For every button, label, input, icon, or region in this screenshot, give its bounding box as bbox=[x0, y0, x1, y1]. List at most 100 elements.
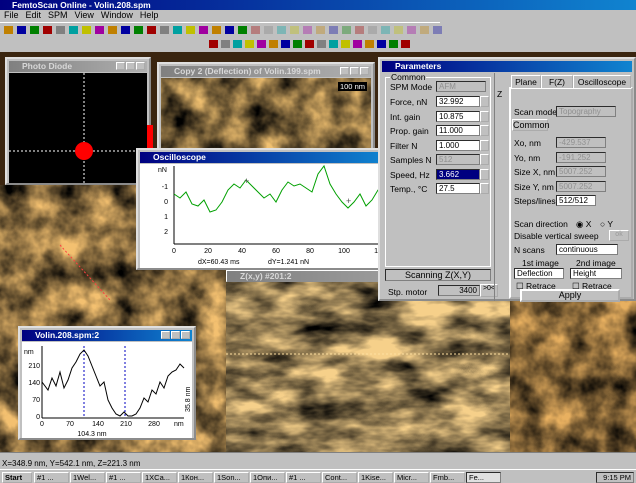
spinner[interactable] bbox=[480, 110, 489, 122]
tab[interactable]: Oscilloscope bbox=[573, 75, 631, 88]
n-scans-select[interactable]: continuous bbox=[556, 244, 618, 255]
tool-icon[interactable] bbox=[121, 26, 130, 34]
tool-icon[interactable] bbox=[377, 40, 386, 48]
field-input[interactable]: 512 bbox=[436, 154, 480, 165]
tool-icon[interactable] bbox=[221, 40, 230, 48]
tool-icon[interactable] bbox=[245, 40, 254, 48]
tool-icon[interactable] bbox=[394, 26, 403, 34]
task-button[interactable]: 1Опи... bbox=[250, 472, 285, 483]
tool-icon[interactable] bbox=[238, 26, 247, 34]
tool-icon[interactable] bbox=[420, 26, 429, 34]
tool-icon[interactable] bbox=[17, 26, 26, 34]
radio-x[interactable]: ◉ X bbox=[576, 219, 592, 229]
tool-icon[interactable] bbox=[433, 26, 442, 34]
menu-item[interactable]: Help bbox=[139, 10, 159, 20]
task-button[interactable]: #1 ... bbox=[34, 472, 69, 483]
checkbox-label[interactable]: Disable vertical sweep bbox=[514, 231, 599, 241]
menu-item[interactable]: SPM bbox=[48, 10, 68, 20]
tool-icon[interactable] bbox=[269, 40, 278, 48]
tool-icon[interactable] bbox=[277, 26, 286, 34]
field-input[interactable]: 5007.252 bbox=[556, 166, 606, 177]
tool-icon[interactable] bbox=[160, 26, 169, 34]
tool-icon[interactable] bbox=[329, 26, 338, 34]
tool-icon[interactable] bbox=[56, 26, 65, 34]
tool-icon[interactable] bbox=[186, 26, 195, 34]
field-input[interactable]: 27.5 bbox=[436, 183, 480, 194]
tool-icon[interactable] bbox=[407, 26, 416, 34]
field-input[interactable]: 1.000 bbox=[436, 139, 480, 151]
tool-icon[interactable] bbox=[233, 40, 242, 48]
field-input[interactable]: 10.875 bbox=[436, 110, 480, 122]
spinner[interactable] bbox=[480, 96, 489, 107]
checkbox[interactable]: ☐ Retrace bbox=[516, 281, 556, 291]
tool-icon[interactable] bbox=[95, 26, 104, 34]
task-button[interactable]: 1XCa... bbox=[142, 472, 177, 483]
tool-icon[interactable] bbox=[355, 26, 364, 34]
spinner[interactable] bbox=[480, 139, 489, 151]
spm-mode-select[interactable]: AFM bbox=[436, 81, 486, 92]
tool-icon[interactable] bbox=[365, 40, 374, 48]
tool-icon[interactable] bbox=[368, 26, 377, 34]
spinner[interactable] bbox=[480, 168, 489, 180]
task-button[interactable]: 1Wel... bbox=[70, 472, 105, 483]
field-input[interactable]: 11.000 bbox=[436, 125, 480, 136]
tool-icon[interactable] bbox=[225, 26, 234, 34]
menu-item[interactable]: View bbox=[74, 10, 94, 20]
tool-icon[interactable] bbox=[303, 26, 312, 34]
tool-icon[interactable] bbox=[82, 26, 91, 34]
task-button[interactable]: 1Кон... bbox=[178, 472, 213, 483]
tool-icon[interactable] bbox=[381, 26, 390, 34]
tool-icon[interactable] bbox=[293, 40, 302, 48]
subtab[interactable]: Common bbox=[512, 119, 550, 131]
task-button[interactable]: Cont... bbox=[322, 472, 357, 483]
field-input[interactable]: -429.537 bbox=[556, 137, 606, 148]
apply-button[interactable]: Apply bbox=[520, 289, 620, 302]
task-button[interactable]: 1Kise... bbox=[358, 472, 393, 483]
spinner[interactable] bbox=[480, 183, 489, 194]
field-input[interactable]: 5007.252 bbox=[556, 180, 606, 192]
image2-select[interactable]: Height bbox=[570, 268, 622, 279]
tool-icon[interactable] bbox=[342, 26, 351, 34]
task-button[interactable]: 1Son... bbox=[214, 472, 249, 483]
tool-icon[interactable] bbox=[401, 40, 410, 48]
scan-mode-select[interactable]: Topography bbox=[556, 106, 616, 117]
tool-icon[interactable] bbox=[290, 26, 299, 34]
tool-icon[interactable] bbox=[43, 26, 52, 34]
task-button[interactable]: #1 ... bbox=[106, 472, 141, 483]
tool-icon[interactable] bbox=[281, 40, 290, 48]
menu-item[interactable]: Edit bbox=[25, 10, 42, 20]
menu-item[interactable]: File bbox=[4, 10, 19, 20]
tool-icon[interactable] bbox=[199, 26, 208, 34]
field-input[interactable]: 3.662 bbox=[436, 168, 480, 180]
tool-icon[interactable] bbox=[389, 40, 398, 48]
tool-icon[interactable] bbox=[317, 40, 326, 48]
tool-icon[interactable] bbox=[209, 40, 218, 48]
menu-item[interactable]: Window bbox=[100, 10, 133, 20]
tool-icon[interactable] bbox=[305, 40, 314, 48]
tool-icon[interactable] bbox=[329, 40, 338, 48]
task-button[interactable]: Fe... bbox=[466, 472, 501, 483]
checkbox[interactable]: ☐ Retrace bbox=[572, 281, 612, 291]
field-input[interactable]: -191.252 bbox=[556, 151, 606, 163]
tool-icon[interactable] bbox=[251, 26, 260, 34]
tool-icon[interactable] bbox=[264, 26, 273, 34]
spinner[interactable] bbox=[480, 154, 489, 165]
spinner[interactable] bbox=[480, 125, 489, 136]
ok-button[interactable]: ok bbox=[609, 230, 629, 241]
tool-icon[interactable] bbox=[108, 26, 117, 34]
image1-select[interactable]: Deflection bbox=[514, 268, 564, 279]
tool-icon[interactable] bbox=[69, 26, 78, 34]
tool-icon[interactable] bbox=[341, 40, 350, 48]
tool-icon[interactable] bbox=[4, 26, 13, 34]
zero-button[interactable]: >0< bbox=[480, 284, 498, 297]
task-button[interactable]: #1 ... bbox=[286, 472, 321, 483]
tool-icon[interactable] bbox=[316, 26, 325, 34]
tool-icon[interactable] bbox=[134, 26, 143, 34]
tool-icon[interactable] bbox=[353, 40, 362, 48]
radio-y[interactable]: ○ Y bbox=[600, 219, 614, 229]
field-input[interactable]: 32.992 bbox=[436, 96, 480, 107]
task-button[interactable]: Micr... bbox=[394, 472, 429, 483]
tool-icon[interactable] bbox=[173, 26, 182, 34]
tool-icon[interactable] bbox=[257, 40, 266, 48]
field-input[interactable]: 512/512 bbox=[556, 195, 596, 206]
